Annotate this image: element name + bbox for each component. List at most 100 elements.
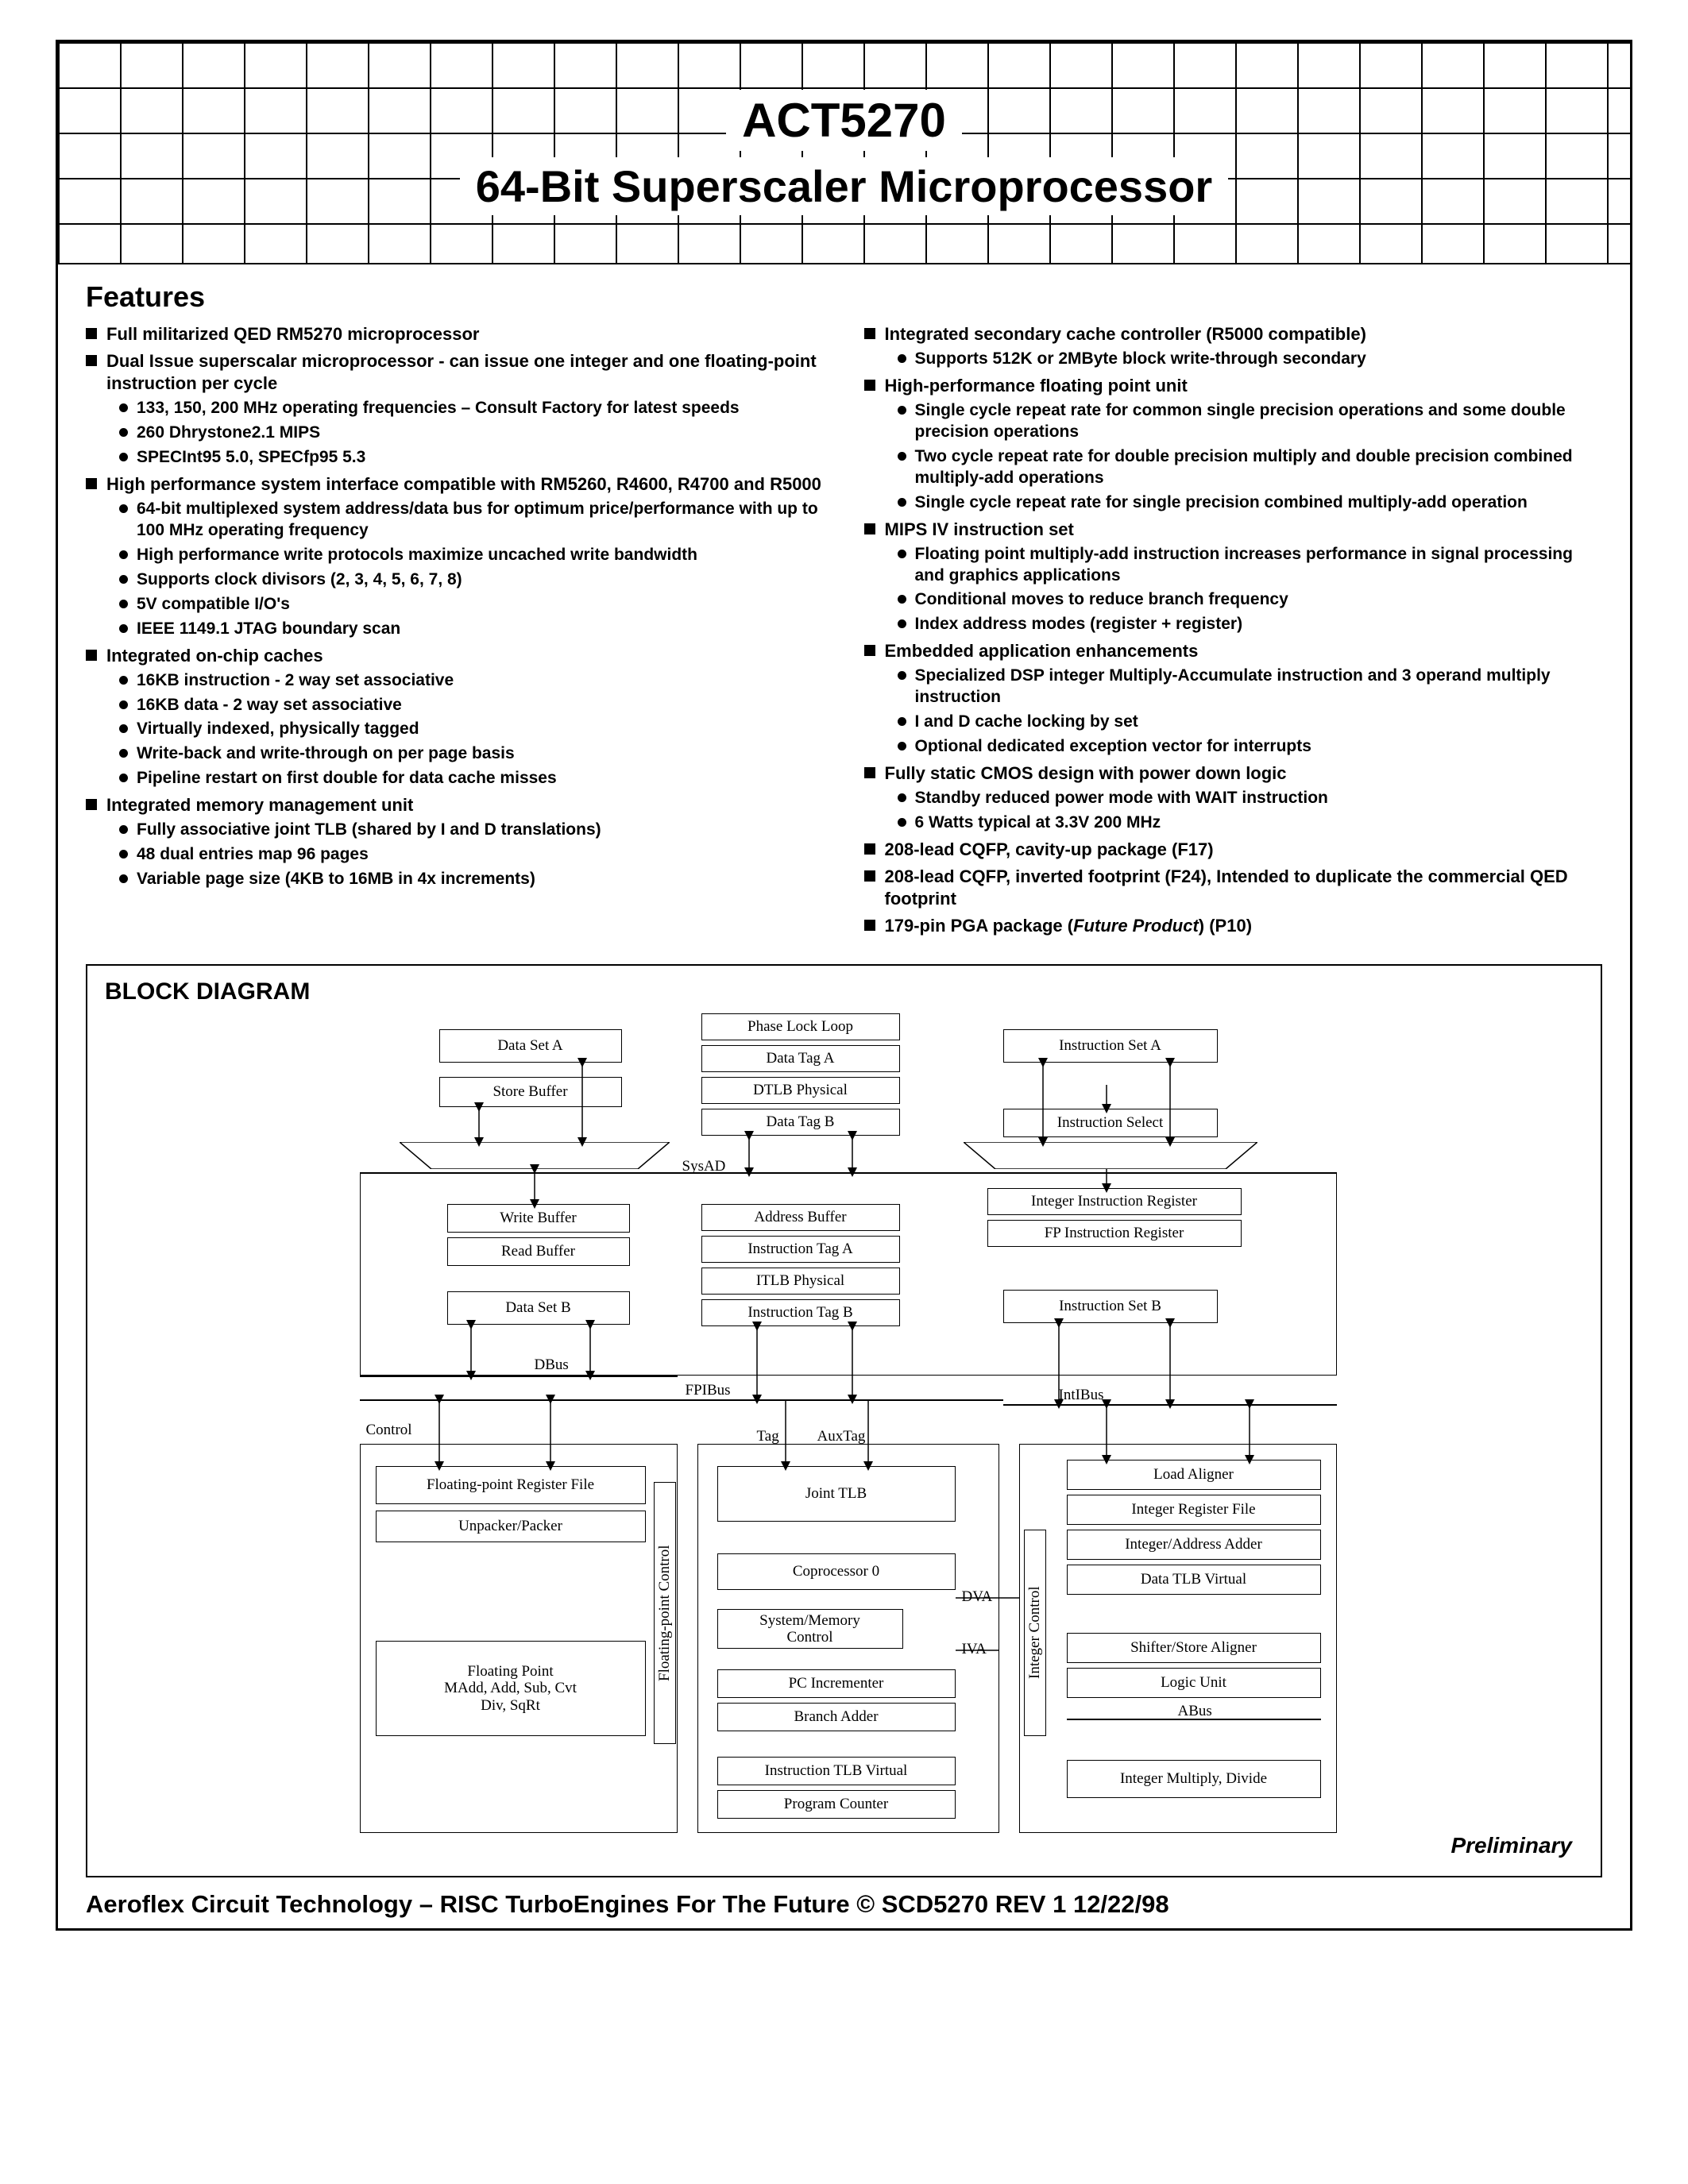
block-diagram-section: BLOCK DIAGRAM Data Set A Store Buffer Ph…	[86, 964, 1602, 1877]
label-dva: DVA	[962, 1588, 993, 1606]
box-load-aligner: Load Aligner	[1067, 1460, 1321, 1490]
feature-item: Full militarized QED RM5270 microprocess…	[86, 323, 825, 345]
trap-left	[400, 1142, 670, 1169]
feature-subitem: Index address modes (register + register…	[898, 614, 1603, 635]
feature-subitem: 64-bit multiplexed system address/data b…	[119, 499, 825, 542]
line-abus	[1067, 1719, 1321, 1720]
box-shifter: Shifter/Store Aligner	[1067, 1633, 1321, 1663]
header-title-1: ACT5270	[726, 90, 962, 151]
features-heading: Features	[86, 280, 1602, 314]
box-int-reg-file: Integer Register File	[1067, 1495, 1321, 1525]
box-write-buffer: Write Buffer	[447, 1204, 630, 1233]
feature-item: Embedded application enhancementsSpecial…	[864, 640, 1603, 758]
box-instr-tlb-v: Instruction TLB Virtual	[717, 1757, 956, 1785]
label-auxtag: AuxTag	[817, 1428, 866, 1445]
box-data-tag-a: Data Tag A	[701, 1045, 900, 1072]
features-right-col: Integrated secondary cache controller (R…	[864, 323, 1603, 942]
feature-subitem: 133, 150, 200 MHz operating frequencies …	[119, 398, 825, 419]
box-int-instr-reg: Integer Instruction Register	[987, 1188, 1242, 1215]
line-sysad	[360, 1172, 1337, 1174]
feature-item: Integrated on-chip caches16KB instructio…	[86, 645, 825, 790]
box-joint-tlb: Joint TLB	[717, 1466, 956, 1522]
box-fp-unit: Floating Point MAdd, Add, Sub, Cvt Div, …	[376, 1641, 646, 1736]
feature-subitem: Virtually indexed, physically tagged	[119, 719, 825, 740]
header-title-2: 64-Bit Superscaler Microprocessor	[460, 157, 1228, 215]
box-fp-control: Floating-point Control	[654, 1482, 676, 1744]
box-store-buffer: Store Buffer	[439, 1077, 622, 1107]
feature-subitem: Supports 512K or 2MByte block write-thro…	[898, 349, 1603, 370]
feature-subitem: Optional dedicated exception vector for …	[898, 736, 1603, 758]
feature-item: Dual Issue superscalar microprocessor - …	[86, 350, 825, 469]
box-instr-tag-a: Instruction Tag A	[701, 1236, 900, 1263]
box-fp-reg-file: Floating-point Register File	[376, 1466, 646, 1504]
page-border: ACT5270 64-Bit Superscaler Microprocesso…	[56, 40, 1632, 1931]
features-left-col: Full militarized QED RM5270 microprocess…	[86, 323, 825, 942]
feature-subitem: Floating point multiply-add instruction …	[898, 544, 1603, 587]
feature-subitem: Pipeline restart on first double for dat…	[119, 768, 825, 789]
box-data-set-a: Data Set A	[439, 1029, 622, 1063]
feature-subitem: Specialized DSP integer Multiply-Accumul…	[898, 666, 1603, 708]
box-instr-set-a: Instruction Set A	[1003, 1029, 1218, 1063]
box-unpacker: Unpacker/Packer	[376, 1511, 646, 1542]
feature-subitem: Two cycle repeat rate for double precisi…	[898, 446, 1603, 489]
feature-subitem: Conditional moves to reduce branch frequ…	[898, 589, 1603, 611]
footer: Aeroflex Circuit Technology – RISC Turbo…	[58, 1887, 1630, 1928]
box-instr-tag-b: Instruction Tag B	[701, 1299, 900, 1326]
label-dbus: DBus	[535, 1356, 569, 1374]
feature-subitem: Standby reduced power mode with WAIT ins…	[898, 788, 1603, 809]
label-tag: Tag	[757, 1428, 779, 1445]
box-dtlb-phys: DTLB Physical	[701, 1077, 900, 1104]
features-area: Features Full militarized QED RM5270 mic…	[58, 264, 1630, 950]
feature-item: MIPS IV instruction setFloating point mu…	[864, 519, 1603, 636]
label-iva: IVA	[962, 1641, 987, 1658]
preliminary-label: Preliminary	[1450, 1833, 1572, 1858]
feature-subitem: IEEE 1149.1 JTAG boundary scan	[119, 619, 825, 640]
box-int-control: Integer Control	[1024, 1530, 1046, 1736]
feature-item: 208-lead CQFP, inverted footprint (F24),…	[864, 866, 1603, 910]
box-pc-inc: PC Incrementer	[717, 1669, 956, 1698]
box-sysmem: System/Memory Control	[717, 1609, 903, 1649]
label-fpibus: FPIBus	[686, 1382, 731, 1399]
box-data-tag-b: Data Tag B	[701, 1109, 900, 1136]
line-fpibus	[360, 1399, 1003, 1401]
feature-item: High performance system interface compat…	[86, 473, 825, 639]
block-diagram: Data Set A Store Buffer Phase Lock Loop …	[312, 1005, 1377, 1863]
feature-subitem: 48 dual entries map 96 pages	[119, 844, 825, 866]
box-data-tlb-v: Data TLB Virtual	[1067, 1565, 1321, 1595]
feature-item: Integrated memory management unitFully a…	[86, 794, 825, 890]
feature-subitem: SPECInt95 5.0, SPECfp95 5.3	[119, 447, 825, 469]
feature-subitem: 16KB instruction - 2 way set associative	[119, 670, 825, 692]
feature-subitem: 5V compatible I/O's	[119, 594, 825, 615]
box-read-buffer: Read Buffer	[447, 1237, 630, 1266]
feature-item: Integrated secondary cache controller (R…	[864, 323, 1603, 370]
box-instr-set-b: Instruction Set B	[1003, 1290, 1218, 1323]
box-phase-lock: Phase Lock Loop	[701, 1013, 900, 1040]
line-dbus	[360, 1376, 678, 1377]
feature-subitem: High performance write protocols maximiz…	[119, 545, 825, 566]
feature-item: 208-lead CQFP, cavity-up package (F17)	[864, 839, 1603, 861]
feature-subitem: Fully associative joint TLB (shared by I…	[119, 820, 825, 841]
label-control: Control	[366, 1422, 412, 1439]
box-int-mult: Integer Multiply, Divide	[1067, 1760, 1321, 1798]
block-diagram-heading: BLOCK DIAGRAM	[105, 978, 1583, 1005]
box-coproc0: Coprocessor 0	[717, 1553, 956, 1590]
feature-subitem: Write-back and write-through on per page…	[119, 743, 825, 765]
aeroflex-logo-a: A	[86, 1890, 103, 1919]
line-intibus	[1003, 1404, 1337, 1406]
box-itlb-phys: ITLB Physical	[701, 1268, 900, 1295]
box-instr-select: Instruction Select	[1003, 1109, 1218, 1137]
box-addr-buffer: Address Buffer	[701, 1204, 900, 1231]
feature-subitem: Single cycle repeat rate for common sing…	[898, 400, 1603, 443]
footer-text: eroflex Circuit Technology – RISC TurboE…	[103, 1890, 1168, 1918]
box-fp-instr-reg: FP Instruction Register	[987, 1220, 1242, 1247]
features-columns: Full militarized QED RM5270 microprocess…	[86, 323, 1602, 942]
header-grid: ACT5270 64-Bit Superscaler Microprocesso…	[58, 42, 1630, 264]
box-branch-adder: Branch Adder	[717, 1703, 956, 1731]
feature-subitem: I and D cache locking by set	[898, 712, 1603, 733]
feature-item: High-performance floating point unitSing…	[864, 375, 1603, 514]
feature-subitem: 6 Watts typical at 3.3V 200 MHz	[898, 812, 1603, 834]
label-abus: ABus	[1178, 1703, 1212, 1720]
feature-subitem: 260 Dhrystone2.1 MIPS	[119, 423, 825, 444]
feature-subitem: 16KB data - 2 way set associative	[119, 695, 825, 716]
box-int-addr-adder: Integer/Address Adder	[1067, 1530, 1321, 1560]
